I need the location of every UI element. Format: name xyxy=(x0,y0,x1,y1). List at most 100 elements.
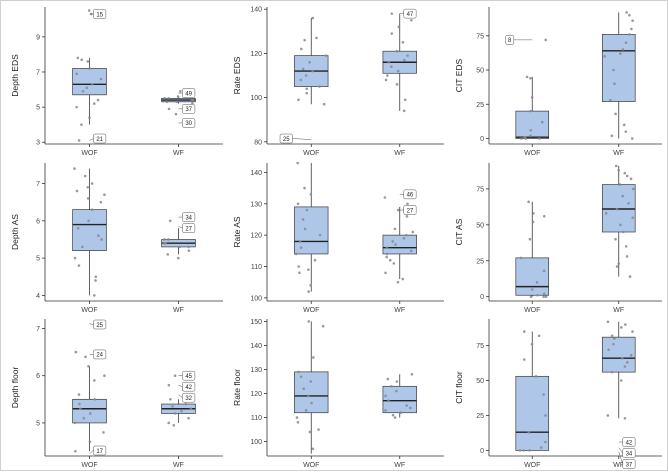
data-point xyxy=(77,139,81,142)
data-point xyxy=(523,330,526,333)
label-leader xyxy=(618,451,623,465)
data-point xyxy=(387,399,390,403)
data-point xyxy=(614,164,618,168)
data-point xyxy=(410,372,414,376)
y-tick-label: 4 xyxy=(36,293,40,300)
outlier-label: 37 xyxy=(185,107,192,113)
data-point xyxy=(410,18,413,22)
panel-4: 100 110 120 130 140 Rate AS WOF WF 46 27 xyxy=(232,161,444,314)
data-point xyxy=(321,324,325,328)
data-point xyxy=(385,246,389,249)
label-leader xyxy=(89,138,94,141)
data-point xyxy=(542,393,545,396)
y-tick-label: 25 xyxy=(476,102,484,109)
data-point xyxy=(82,416,86,420)
y-tick-label: 25 xyxy=(476,413,484,420)
data-point xyxy=(401,277,405,281)
data-point xyxy=(386,377,390,381)
x-tick-label: WOF xyxy=(81,150,97,157)
data-point xyxy=(534,375,538,378)
data-point xyxy=(620,356,624,360)
data-point xyxy=(627,201,630,205)
data-point xyxy=(81,90,85,93)
data-point xyxy=(542,295,545,298)
data-point xyxy=(629,354,633,357)
data-point xyxy=(385,252,389,256)
data-point xyxy=(383,196,387,199)
data-point xyxy=(88,440,92,444)
data-point xyxy=(613,82,616,86)
data-point xyxy=(530,288,534,291)
data-point xyxy=(392,262,396,265)
data-point xyxy=(303,38,306,42)
data-point xyxy=(93,294,96,297)
data-point xyxy=(176,95,180,98)
data-point xyxy=(312,356,315,359)
data-point xyxy=(80,58,84,61)
outlier-label-box xyxy=(93,133,107,144)
data-point xyxy=(612,68,615,72)
data-point xyxy=(542,269,546,273)
data-point xyxy=(386,74,389,77)
data-point xyxy=(79,407,82,411)
outlier-label-box xyxy=(505,35,515,45)
outlier-label: 21 xyxy=(96,137,103,143)
data-point xyxy=(532,212,535,215)
y-tick-label: 100 xyxy=(250,295,262,302)
y-tick-label: 110 xyxy=(251,264,262,271)
data-point xyxy=(302,387,306,391)
y-tick-label: 7 xyxy=(36,181,40,188)
outlier-label: 24 xyxy=(96,353,103,359)
data-point xyxy=(75,105,78,109)
data-point xyxy=(620,326,623,329)
data-point xyxy=(619,223,622,227)
data-point xyxy=(631,216,635,219)
data-point xyxy=(167,238,170,241)
x-tick-label: WOF xyxy=(81,307,97,314)
box-wf xyxy=(601,34,636,102)
data-point xyxy=(308,60,311,64)
x-tick-label: WF xyxy=(613,307,624,314)
data-point xyxy=(84,355,87,359)
panel-6: 5 6 7 Depth floor WOF WF 25 24 17 45 42 32 xyxy=(10,319,223,469)
data-point xyxy=(90,182,94,185)
y-tick-label: 50 xyxy=(476,222,484,229)
data-point xyxy=(175,100,179,104)
box-wof xyxy=(515,110,550,139)
data-point xyxy=(296,421,300,424)
data-point xyxy=(103,193,106,197)
data-point xyxy=(163,97,167,100)
y-tick-label: 25 xyxy=(476,258,484,265)
x-tick-label: WOF xyxy=(81,462,97,469)
data-point xyxy=(609,98,612,102)
data-point xyxy=(86,185,90,189)
data-point xyxy=(623,365,627,368)
data-point xyxy=(311,16,315,20)
data-point xyxy=(96,98,100,102)
data-point xyxy=(531,220,535,224)
data-point xyxy=(74,350,78,354)
data-point xyxy=(93,398,97,401)
outlier-label: 30 xyxy=(185,121,192,127)
data-point xyxy=(624,323,627,326)
data-point xyxy=(174,412,177,415)
data-point xyxy=(178,245,181,249)
data-point xyxy=(529,295,533,298)
outlier-label-box xyxy=(93,445,107,456)
data-point xyxy=(173,374,177,377)
data-point xyxy=(301,67,305,71)
data-point xyxy=(395,83,399,86)
data-point xyxy=(628,275,632,278)
y-tick-label: 3 xyxy=(36,140,40,147)
y-tick-label: 0 xyxy=(480,294,484,301)
x-tick-label: WF xyxy=(173,150,184,157)
outlier-label: 42 xyxy=(626,440,633,446)
data-point xyxy=(631,19,634,23)
data-point xyxy=(518,449,522,452)
data-point xyxy=(396,280,400,284)
data-point xyxy=(311,69,314,73)
x-tick-label: WOF xyxy=(524,462,540,469)
data-point xyxy=(604,212,608,215)
y-tick-label: 120 xyxy=(250,391,262,398)
data-point xyxy=(618,183,622,186)
